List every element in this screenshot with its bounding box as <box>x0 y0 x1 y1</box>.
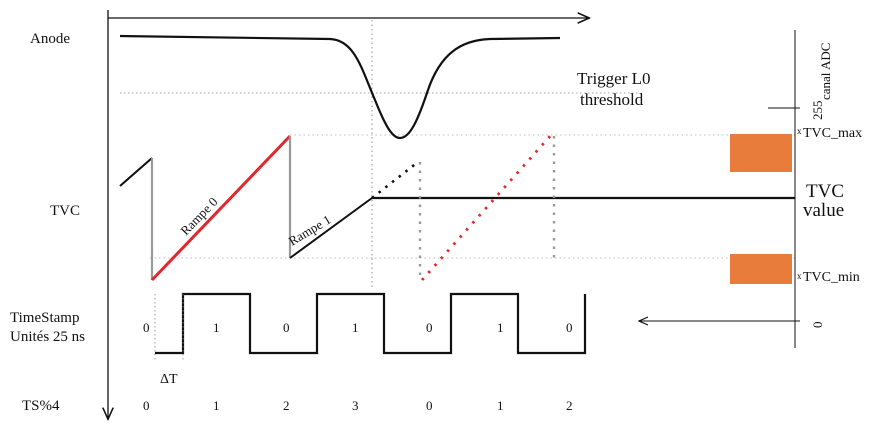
tvc-initial-ramp <box>119 157 153 187</box>
timestamp-value: 1 <box>213 320 220 335</box>
timestamp-value: 1 <box>352 320 359 335</box>
anode-waveform <box>119 34 561 140</box>
tvc-max-marker: x <box>797 126 802 136</box>
ts-mod4-value: 1 <box>497 398 504 413</box>
rampe-0-line <box>150 134 292 282</box>
ts-mod4-label: TS%4 <box>22 398 60 414</box>
tvc-label: TVC <box>50 203 80 219</box>
delta-t-label: ΔT <box>160 372 178 387</box>
ts-mod4-value: 1 <box>213 398 220 413</box>
ts-mod4-value: 3 <box>352 398 359 413</box>
timestamp-value: 0 <box>566 320 573 335</box>
rampe-1-line <box>289 197 373 259</box>
adc-min-label: 0 <box>810 322 825 329</box>
trigger-label: Trigger L0 <box>577 69 651 88</box>
tvc-value-label: TVC <box>806 181 844 202</box>
tvc-min-label: TVC_min <box>803 270 860 285</box>
timestamp-unit-label: Unités 25 ns <box>10 329 85 345</box>
rampe-dotted-red <box>420 133 554 281</box>
timestamp-value: 0 <box>283 320 290 335</box>
trigger-threshold-label: threshold <box>580 90 644 109</box>
ts-mod4-value: 2 <box>566 398 573 413</box>
timestamp-label: TimeStamp <box>10 310 79 326</box>
anode-label: Anode <box>30 31 70 47</box>
timestamp-clock-signal <box>155 292 587 355</box>
tvc-max-label: TVC_max <box>803 126 862 141</box>
adc-max-label: 255 <box>810 101 825 121</box>
ts-mod4-value: 0 <box>426 398 433 413</box>
tvc-min-bar <box>730 254 792 284</box>
canal-adc-label: canal ADC <box>818 43 833 100</box>
timestamp-value: 1 <box>497 320 504 335</box>
ts-mod4-value: 0 <box>143 398 150 413</box>
tvc-max-bar <box>730 134 792 172</box>
tvc-value-label-2: value <box>803 200 844 221</box>
tvc-min-marker: x <box>797 271 802 281</box>
ts-mod4-value: 2 <box>283 398 290 413</box>
timestamp-value: 0 <box>426 320 433 335</box>
timestamp-value: 0 <box>143 320 150 335</box>
rampe-1-continuation <box>371 160 419 200</box>
